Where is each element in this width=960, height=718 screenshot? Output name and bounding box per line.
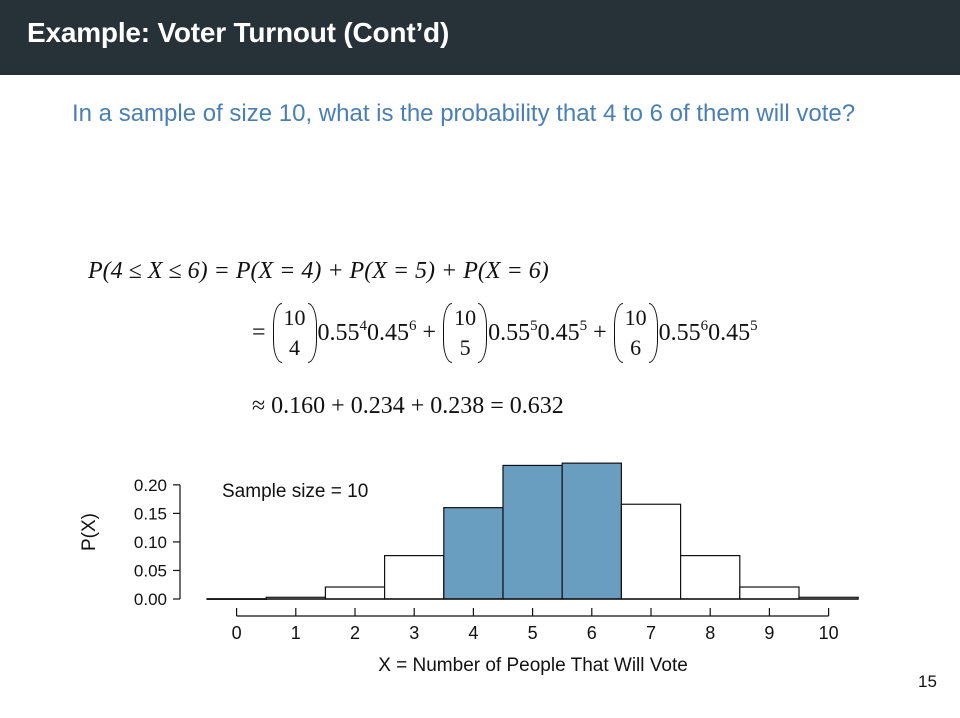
p-exponent: 4 xyxy=(359,317,368,334)
x-tick-label: 1 xyxy=(291,623,301,643)
slide-title: Example: Voter Turnout (Cont’d) xyxy=(27,17,450,48)
x-tick-label: 6 xyxy=(587,623,597,643)
page-number: 15 xyxy=(918,672,937,691)
q-base: 0.45 xyxy=(367,319,410,346)
binom-n: 10 xyxy=(283,305,306,330)
q-exponent: 6 xyxy=(409,317,417,334)
equation-lhs: P(4 ≤ X ≤ 6) xyxy=(88,258,208,284)
p-exponent: 6 xyxy=(700,317,709,334)
x-tick-label: 9 xyxy=(764,623,774,643)
equation-rhs: = P(X = 4) + P(X = 5) + P(X = 6) xyxy=(213,258,549,284)
binom-k: 6 xyxy=(630,335,642,360)
plus-sign: + xyxy=(422,319,443,346)
chart-bar-4 xyxy=(443,507,504,600)
binomial-term-2: 10 5 0.5550.455 xyxy=(442,303,593,363)
binomial-term-3: 10 6 0.5560.455 xyxy=(613,303,758,363)
chart-bar-8 xyxy=(679,555,741,600)
equation-line-1: P(4 ≤ X ≤ 6) = P(X = 4) + P(X = 5) + P(X… xyxy=(88,258,549,285)
x-axis-label: X = Number of People That Will Vote xyxy=(378,655,688,676)
y-axis-label: P(X) xyxy=(79,513,100,551)
y-tick-label: 0.20 xyxy=(134,476,167,495)
equation-line-3: ≈ 0.160 + 0.234 + 0.238 = 0.632 xyxy=(252,393,564,419)
p-base: 0.55 xyxy=(658,319,701,346)
x-tick-label: 0 xyxy=(232,623,242,643)
y-tick-label: 0.15 xyxy=(134,504,167,523)
p-base: 0.55 xyxy=(317,319,360,346)
q-exponent: 5 xyxy=(750,317,758,334)
chart-bar-7 xyxy=(620,503,682,600)
binomial-coefficient: 10 4 xyxy=(272,303,317,365)
p-exponent: 5 xyxy=(530,317,538,334)
binom-n: 10 xyxy=(454,305,477,330)
chart-annotation: Sample size = 10 xyxy=(222,481,368,502)
x-tick-label: 10 xyxy=(819,623,839,643)
title-bar: Example: Voter Turnout (Cont’d) xyxy=(0,0,960,75)
chart-bar-2 xyxy=(324,586,386,600)
q-exponent: 5 xyxy=(579,317,588,334)
equals-sign: = xyxy=(252,319,272,346)
x-tick-label: 2 xyxy=(350,623,360,643)
y-tick-label: 0.10 xyxy=(134,533,167,552)
chart-bar-9 xyxy=(739,586,800,600)
x-tick-label: 7 xyxy=(646,623,656,643)
binomial-term-1: 10 4 0.5540.456 xyxy=(272,303,423,363)
q-base: 0.45 xyxy=(708,319,751,346)
binom-k: 5 xyxy=(459,335,471,360)
binomial-bar-chart: 0.00 0.05 0.10 0.15 0.20 0 1 2 3 4 5 6 7 8 9 10 X = Numb… xyxy=(79,462,859,676)
binomial-coefficient: 10 6 xyxy=(613,303,658,365)
x-tick-label: 4 xyxy=(468,623,478,643)
y-tick-label: 0.00 xyxy=(134,590,167,609)
equation-line-2: = 10 4 0.5540.456 + 10 5 0.5550.455 + 10… xyxy=(252,303,758,365)
y-tick-label: 0.05 xyxy=(134,561,167,580)
question-text: In a sample of size 10, what is the prob… xyxy=(72,100,856,127)
chart-bar-5 xyxy=(502,464,563,600)
plus-sign: + xyxy=(593,319,613,346)
chart-bar-6 xyxy=(561,462,623,600)
q-base: 0.45 xyxy=(537,319,580,346)
p-base: 0.55 xyxy=(488,319,531,346)
binom-n: 10 xyxy=(624,305,647,330)
x-tick-label: 5 xyxy=(528,623,538,643)
x-tick-label: 3 xyxy=(409,623,419,643)
chart-bar-3 xyxy=(384,555,445,600)
x-tick-label: 8 xyxy=(705,623,715,643)
binom-k: 4 xyxy=(289,335,301,360)
binomial-coefficient: 10 5 xyxy=(443,303,488,365)
